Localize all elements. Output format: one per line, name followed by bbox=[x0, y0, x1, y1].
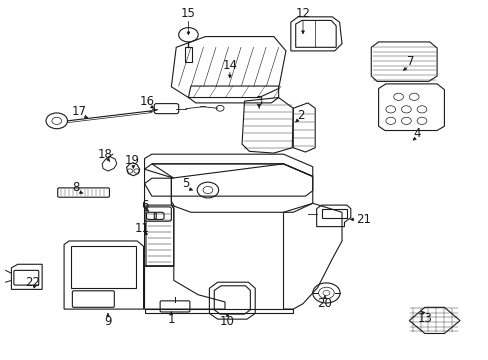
Text: 13: 13 bbox=[417, 311, 431, 325]
Text: 4: 4 bbox=[413, 127, 421, 140]
Text: 1: 1 bbox=[167, 313, 175, 327]
Text: 12: 12 bbox=[295, 7, 310, 20]
Text: 20: 20 bbox=[317, 297, 332, 310]
Text: 6: 6 bbox=[141, 199, 148, 212]
Text: 14: 14 bbox=[222, 59, 237, 72]
Text: 7: 7 bbox=[406, 55, 413, 68]
Text: 17: 17 bbox=[71, 105, 86, 118]
Text: 11: 11 bbox=[134, 222, 149, 235]
Text: 19: 19 bbox=[124, 154, 140, 167]
Text: 10: 10 bbox=[220, 315, 234, 328]
Text: 2: 2 bbox=[296, 109, 304, 122]
Text: 15: 15 bbox=[181, 7, 196, 20]
Text: 8: 8 bbox=[72, 181, 80, 194]
Text: 22: 22 bbox=[25, 276, 40, 289]
Text: 21: 21 bbox=[356, 213, 371, 226]
Text: 9: 9 bbox=[104, 315, 111, 328]
Text: 3: 3 bbox=[255, 95, 262, 108]
Text: 18: 18 bbox=[98, 148, 113, 161]
Text: 16: 16 bbox=[139, 95, 154, 108]
Text: 5: 5 bbox=[182, 177, 189, 190]
